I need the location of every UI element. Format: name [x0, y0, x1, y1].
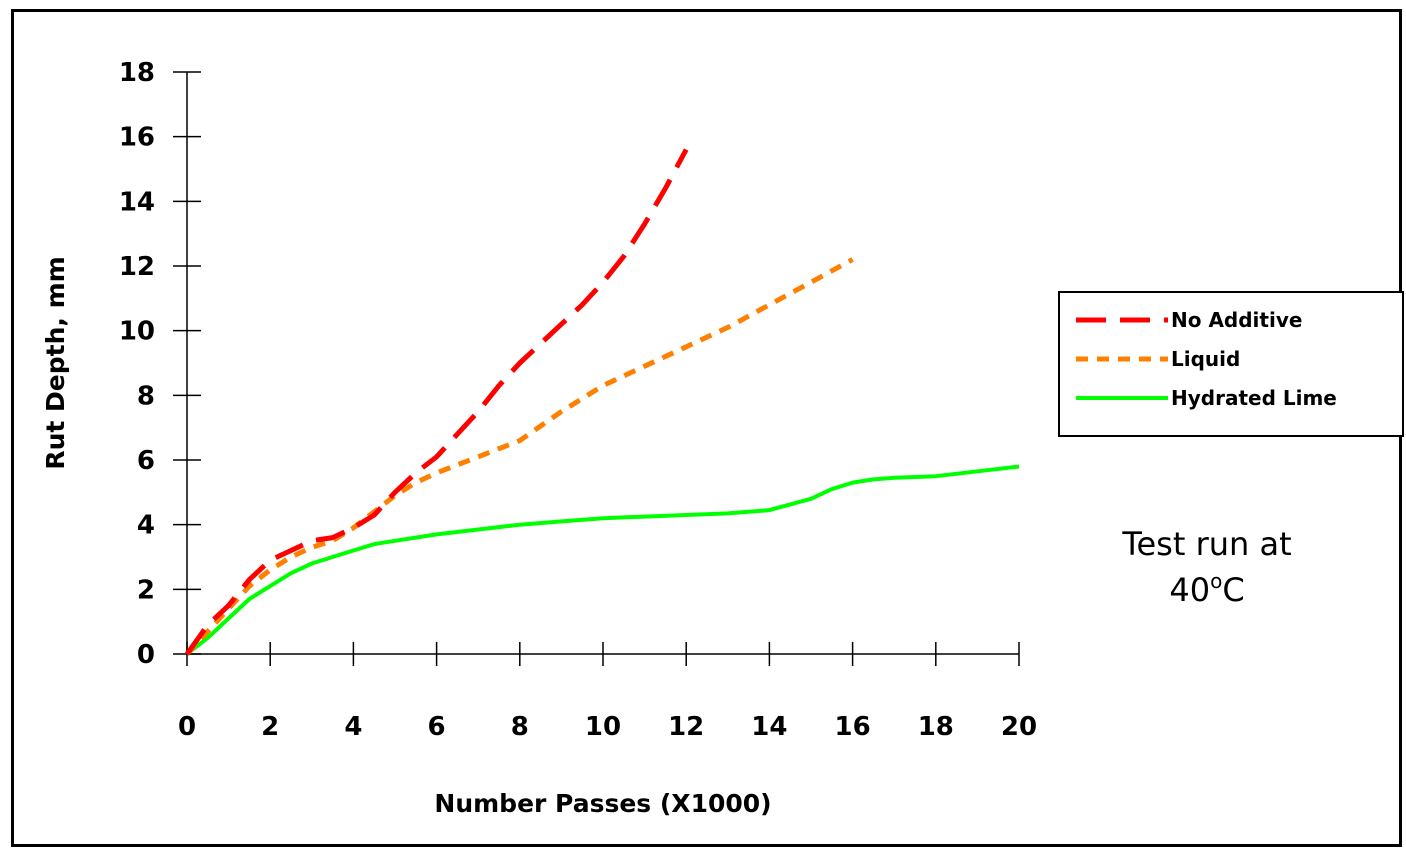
- y-tick-label: 16: [119, 123, 155, 153]
- x-tick-label: 20: [1001, 712, 1037, 742]
- y-tick-label: 18: [119, 58, 155, 88]
- x-tick-label: 18: [918, 712, 954, 742]
- y-tick-label: 4: [137, 511, 155, 541]
- x-tick-label: 4: [344, 712, 362, 742]
- legend: No Additive Liquid Hydrated Lime: [1058, 291, 1404, 437]
- x-tick-label: 14: [751, 712, 787, 742]
- series-line-no-additive: [184, 148, 689, 656]
- note-line-1: Test run at: [1121, 525, 1291, 563]
- legend-box: [1058, 291, 1404, 437]
- x-tick-label: 6: [428, 712, 446, 742]
- x-tick-label: 10: [585, 712, 621, 742]
- legend-label-liquid: Liquid: [1171, 347, 1240, 371]
- note-line-2: 40oC: [1169, 569, 1244, 609]
- test-condition-note: Test run at 40oC: [1121, 525, 1291, 609]
- y-tick-label: 0: [137, 640, 155, 670]
- y-tick-label: 10: [119, 317, 155, 347]
- axes: 0 2 4 6 8 10 12 14 16 18 0 2 4 6 8 10 12 14 16 18 20: [119, 58, 1037, 742]
- series-lines: [184, 148, 1020, 656]
- x-tick-label: 0: [178, 712, 196, 742]
- legend-label-hydrated-lime: Hydrated Lime: [1171, 386, 1337, 410]
- x-tick-label: 16: [835, 712, 871, 742]
- x-axis-title: Number Passes (X1000): [434, 789, 771, 818]
- series-line-liquid: [185, 257, 854, 656]
- x-tick-label: 8: [511, 712, 529, 742]
- legend-label-no-additive: No Additive: [1171, 308, 1302, 332]
- y-tick-label: 2: [137, 575, 155, 605]
- y-tick-label: 8: [137, 381, 155, 411]
- x-tick-label: 12: [668, 712, 704, 742]
- note-temperature-value: 40: [1169, 571, 1210, 609]
- series-line-hydrated-lime: [185, 464, 1020, 656]
- note-degree-superscript: o: [1210, 569, 1222, 593]
- x-tick-label: 2: [261, 712, 279, 742]
- y-tick-label: 14: [119, 187, 155, 217]
- y-tick-label: 6: [137, 446, 155, 476]
- y-axis-title: Rut Depth, mm: [41, 256, 70, 469]
- y-tick-label: 12: [119, 252, 155, 282]
- note-temperature-unit: C: [1222, 571, 1244, 609]
